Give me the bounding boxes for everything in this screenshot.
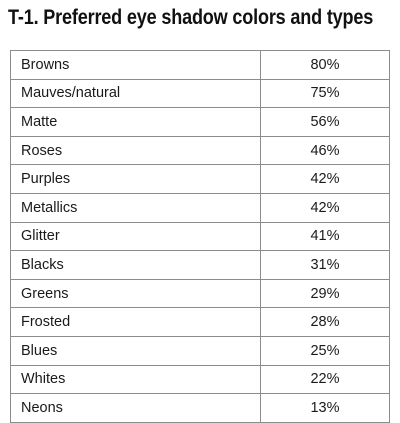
row-value: 56% [260,107,390,137]
row-label: Purples [10,164,261,194]
table-title: T-1. Preferred eye shadow colors and typ… [8,6,374,29]
row-value: 22% [260,364,390,395]
row-value: 29% [260,278,390,309]
row-value: 75% [260,78,390,109]
table-row: Matte 56% [10,107,390,137]
table-row: Purples 42% [10,164,390,194]
table-row: Blacks 31% [10,250,390,280]
row-value: 25% [260,335,390,366]
row-value: 31% [260,250,390,280]
row-value: 46% [260,135,390,166]
row-value: 28% [260,307,390,337]
table-row: Glitter 41% [10,221,390,252]
row-label: Greens [10,278,261,309]
eye-shadow-table: Browns 80% Mauves/natural 75% Matte 56% … [10,50,390,423]
row-value: 41% [260,221,390,252]
row-label: Mauves/natural [10,78,261,109]
row-label: Whites [10,364,261,395]
row-label: Metallics [10,192,261,223]
table-row: Roses 46% [10,135,390,166]
table-row: Metallics 42% [10,192,390,223]
row-label: Blacks [10,250,261,280]
row-value: 42% [260,192,390,223]
row-label: Frosted [10,307,261,337]
row-label: Browns [10,50,261,80]
row-value: 42% [260,164,390,194]
table-row: Frosted 28% [10,307,390,337]
table-row: Mauves/natural 75% [10,78,390,109]
row-label: Glitter [10,221,261,252]
table-row: Blues 25% [10,335,390,366]
table-row: Whites 22% [10,364,390,395]
row-label: Roses [10,135,261,166]
table-row: Greens 29% [10,278,390,309]
row-label: Matte [10,107,261,137]
table-row: Browns 80% [10,50,390,80]
row-value: 80% [260,50,390,80]
row-label: Blues [10,335,261,366]
table-body: Browns 80% Mauves/natural 75% Matte 56% … [10,50,390,423]
